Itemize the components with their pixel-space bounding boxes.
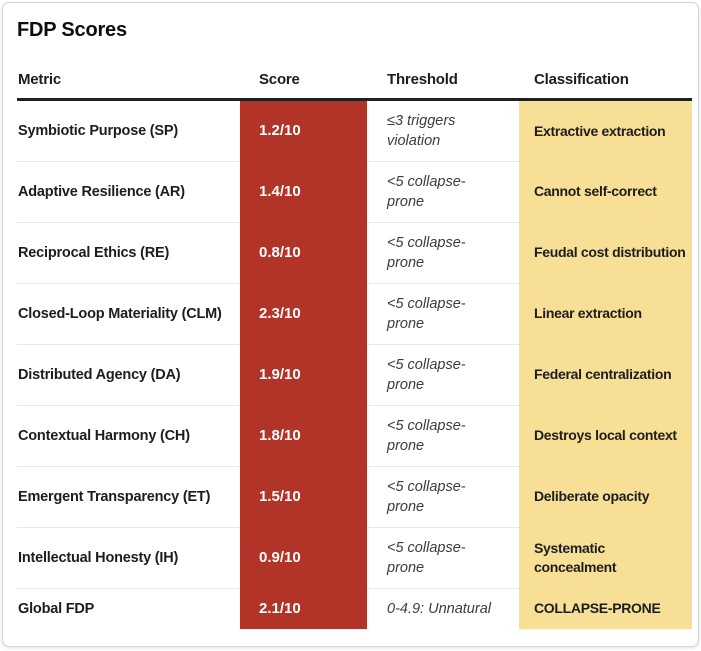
threshold-cell: <5 collapse-prone bbox=[367, 161, 519, 223]
table-body: Symbiotic Purpose (SP) 1.2/10 ≤3 trigger… bbox=[17, 99, 692, 630]
classification-cell: Systematic concealment bbox=[519, 527, 692, 589]
metric-cell: Symbiotic Purpose (SP) bbox=[18, 123, 178, 139]
metric-cell: Distributed Agency (DA) bbox=[17, 344, 240, 406]
metric-cell: Closed-Loop Materiality (CLM) bbox=[17, 283, 240, 345]
table-row: Emergent Transparency (ET) 1.5/10 <5 col… bbox=[17, 466, 692, 528]
table-row: Contextual Harmony (CH) 1.8/10 <5 collap… bbox=[17, 405, 692, 467]
threshold-cell: <5 collapse-prone bbox=[367, 527, 519, 589]
classification-cell: Federal centralization bbox=[519, 344, 692, 406]
score-cell: 0.8/10 bbox=[240, 222, 367, 284]
metric-cell: Emergent Transparency (ET) bbox=[17, 466, 240, 528]
classification-cell: Deliberate opacity bbox=[519, 466, 692, 528]
col-header-score: Score bbox=[240, 71, 367, 101]
score-cell: 1.9/10 bbox=[240, 344, 367, 406]
score-cell: 0.9/10 bbox=[240, 527, 367, 589]
table-row: Distributed Agency (DA) 1.9/10 <5 collap… bbox=[17, 344, 692, 406]
col-header-classification: Classification bbox=[519, 71, 692, 101]
page-title: FDP Scores bbox=[17, 19, 127, 41]
threshold-cell: <5 collapse-prone bbox=[367, 466, 519, 528]
score-cell: 1.2/10 bbox=[240, 99, 367, 162]
table-row: Reciprocal Ethics (RE) 0.8/10 <5 collaps… bbox=[17, 222, 692, 284]
table-row: Closed-Loop Materiality (CLM) 2.3/10 <5 … bbox=[17, 283, 692, 345]
fdp-table: Metric Score Threshold Classification Sy… bbox=[17, 71, 692, 630]
score-cell: 1.5/10 bbox=[240, 466, 367, 528]
table-header: Metric Score Threshold Classification bbox=[17, 71, 692, 101]
classification-cell: Extractive extraction bbox=[519, 99, 692, 162]
classification-cell: Linear extraction bbox=[519, 283, 692, 345]
threshold-cell: <5 collapse-prone bbox=[367, 283, 519, 345]
classification-cell: Feudal cost distribution bbox=[519, 222, 692, 284]
table-row: Global FDP 2.1/10 0-4.9: Unnatural COLLA… bbox=[17, 588, 692, 630]
threshold-cell: <5 collapse-prone bbox=[367, 344, 519, 406]
table-row: Intellectual Honesty (IH) 0.9/10 <5 coll… bbox=[17, 527, 692, 589]
score-cell: 1.4/10 bbox=[240, 161, 367, 223]
threshold-cell: 0-4.9: Unnatural bbox=[367, 588, 519, 630]
classification-cell: Cannot self-correct bbox=[519, 161, 692, 223]
metric-cell: Global FDP bbox=[17, 588, 240, 630]
classification-cell: Destroys local context bbox=[519, 405, 692, 467]
metric-cell: Reciprocal Ethics (RE) bbox=[17, 222, 240, 284]
col-header-metric: Metric bbox=[17, 71, 240, 101]
score-cell: 2.3/10 bbox=[240, 283, 367, 345]
score-cell: 1.8/10 bbox=[240, 405, 367, 467]
score-cell: 2.1/10 bbox=[240, 588, 367, 630]
threshold-cell: <5 collapse-prone bbox=[367, 222, 519, 284]
header-row: Metric Score Threshold Classification bbox=[17, 71, 692, 101]
col-header-threshold: Threshold bbox=[367, 71, 519, 101]
metric-cell: Adaptive Resilience (AR) bbox=[17, 161, 240, 223]
metric-cell: Intellectual Honesty (IH) bbox=[17, 527, 240, 589]
metric-cell: Contextual Harmony (CH) bbox=[17, 405, 240, 467]
table-row: Symbiotic Purpose (SP) 1.2/10 ≤3 trigger… bbox=[17, 99, 692, 162]
threshold-cell: ≤3 triggers violation bbox=[387, 113, 456, 149]
classification-cell: COLLAPSE-PRONE bbox=[519, 588, 692, 630]
threshold-cell: <5 collapse-prone bbox=[367, 405, 519, 467]
table-row: Adaptive Resilience (AR) 1.4/10 <5 colla… bbox=[17, 161, 692, 223]
